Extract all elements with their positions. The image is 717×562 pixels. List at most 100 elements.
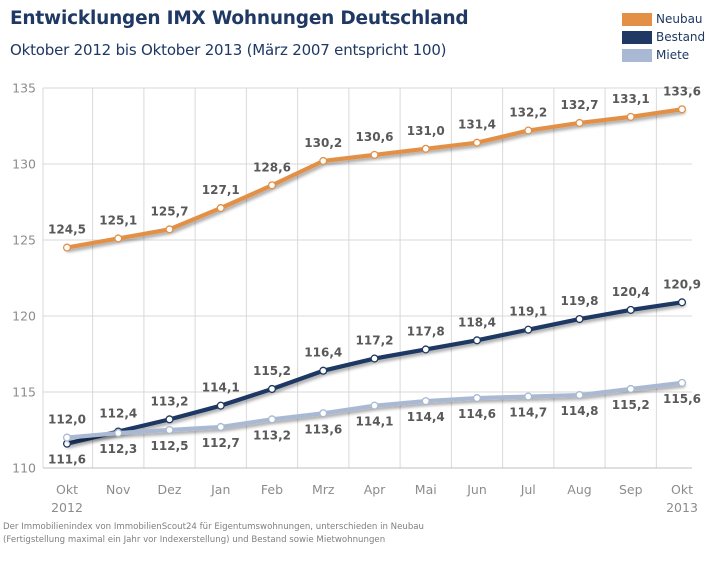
y-tick-label: 110 <box>12 461 36 476</box>
legend-swatch-miete <box>622 49 652 62</box>
data-point-miete <box>370 401 379 410</box>
data-point-bestand <box>370 354 379 363</box>
line-chart: 110 115 120 125 130 135 Okt 2012 Nov Dez Jan Feb Mrz… <box>12 81 701 516</box>
legend-label-bestand: Bestand <box>656 30 706 44</box>
data-label-miete: 112,3 <box>99 442 137 456</box>
data-label-neubau: 125,1 <box>99 213 137 227</box>
data-point-miete <box>626 384 635 394</box>
chart-subtitle: Oktober 2012 bis Oktober 2013 (März 2007… <box>10 41 447 59</box>
data-point-miete <box>165 425 174 435</box>
data-label-miete: 115,6 <box>663 392 701 406</box>
data-label-bestand: 112,4 <box>99 407 137 421</box>
data-point-bestand <box>216 401 225 410</box>
data-label-bestand: 118,4 <box>458 315 496 329</box>
data-point-miete <box>62 433 72 442</box>
legend-label-miete: Miete <box>656 48 690 62</box>
data-point-neubau <box>319 156 328 166</box>
data-label-miete: 114,7 <box>509 406 547 420</box>
data-point-miete <box>319 409 328 418</box>
footnote-line-1: Der Immobilienindex von ImmobilienScout2… <box>3 522 424 532</box>
data-point-bestand <box>626 305 635 314</box>
data-label-neubau: 127,1 <box>202 183 240 197</box>
data-label-neubau: 131,0 <box>407 124 445 138</box>
data-label-bestand: 117,8 <box>407 324 445 338</box>
data-point-bestand <box>524 325 533 334</box>
data-point-neubau <box>114 234 123 243</box>
x-tick-label: Aug <box>567 482 591 497</box>
data-point-neubau <box>472 138 482 147</box>
x-tick-sublabel: 2012 <box>51 500 83 515</box>
legend: Neubau Bestand Miete <box>622 12 712 66</box>
legend-swatch-neubau <box>622 13 652 26</box>
data-label-neubau: 133,1 <box>612 92 650 106</box>
data-point-bestand <box>165 415 174 424</box>
x-tick-label: Jul <box>520 482 536 497</box>
data-label-bestand: 115,2 <box>253 364 291 378</box>
data-labels: 124,5 125,1 125,7 127,1 128,6 130,2 130,6 131,0… <box>48 84 701 466</box>
x-tick-sublabel: 2013 <box>666 500 698 515</box>
data-point-bestand <box>575 314 584 324</box>
data-point-bestand <box>472 336 482 345</box>
data-label-neubau: 133,6 <box>663 84 701 98</box>
data-label-neubau: 124,5 <box>48 223 86 237</box>
legend-label-neubau: Neubau <box>656 12 703 26</box>
data-point-neubau <box>165 225 174 234</box>
x-tick-label: Dez <box>158 482 182 497</box>
x-tick-label: Mai <box>415 482 437 497</box>
x-tick-label: Jun <box>466 482 487 497</box>
data-point-neubau <box>575 118 584 128</box>
x-tick-label: Okt <box>671 482 693 497</box>
grid <box>43 87 692 469</box>
data-point-miete <box>114 428 123 438</box>
y-tick-label: 120 <box>12 309 36 324</box>
data-label-miete: 113,2 <box>253 428 291 442</box>
data-label-bestand: 113,2 <box>151 394 189 408</box>
chart-title: Entwicklungen IMX Wohnungen Deutschland <box>10 8 469 29</box>
data-label-neubau: 131,4 <box>458 118 496 132</box>
data-point-miete <box>575 390 584 400</box>
x-tick-label: Mrz <box>312 482 335 497</box>
data-point-bestand <box>319 366 328 375</box>
axes: 110 115 120 125 130 135 Okt 2012 Nov Dez Jan Feb Mrz… <box>12 81 698 516</box>
legend-item-neubau: Neubau <box>622 12 712 29</box>
data-label-miete: 112,7 <box>202 436 240 450</box>
data-point-bestand <box>677 298 687 307</box>
data-label-neubau: 132,2 <box>509 106 547 120</box>
data-point-neubau <box>216 204 225 213</box>
y-tick-label: 135 <box>12 81 36 96</box>
data-point-miete <box>677 378 687 387</box>
data-point-bestand <box>267 384 277 394</box>
legend-item-bestand: Bestand <box>622 30 712 47</box>
footnote: Der Immobilienindex von ImmobilienScout2… <box>3 521 703 547</box>
data-label-miete: 113,6 <box>304 422 342 436</box>
legend-item-miete: Miete <box>622 48 712 65</box>
data-point-neubau <box>267 181 277 190</box>
x-tick-label: Sep <box>619 482 643 497</box>
y-tick-label: 115 <box>12 385 36 400</box>
data-label-miete: 114,8 <box>561 404 599 418</box>
data-label-neubau: 125,7 <box>151 204 189 218</box>
data-label-neubau: 130,6 <box>356 130 394 144</box>
data-label-bestand: 111,6 <box>48 453 86 467</box>
data-label-neubau: 128,6 <box>253 160 291 174</box>
data-label-bestand: 119,8 <box>561 294 599 308</box>
y-tick-label: 125 <box>12 233 36 248</box>
data-label-miete: 112,0 <box>48 413 86 427</box>
data-label-miete: 112,5 <box>151 439 189 453</box>
data-point-neubau <box>626 112 635 121</box>
series-group <box>62 105 687 448</box>
data-point-neubau <box>370 150 379 159</box>
data-point-neubau <box>677 105 687 114</box>
data-label-miete: 115,2 <box>612 398 650 412</box>
data-label-neubau: 130,2 <box>304 136 342 150</box>
data-label-bestand: 114,1 <box>202 381 240 395</box>
data-label-bestand: 116,4 <box>304 346 342 360</box>
data-label-bestand: 117,2 <box>356 334 394 348</box>
data-label-neubau: 132,7 <box>561 98 599 112</box>
data-label-bestand: 119,1 <box>509 305 547 319</box>
data-label-bestand: 120,9 <box>663 277 701 291</box>
data-label-bestand: 120,4 <box>612 285 650 299</box>
data-point-miete <box>421 397 430 406</box>
data-label-miete: 114,4 <box>407 410 445 424</box>
data-point-neubau <box>421 144 430 153</box>
